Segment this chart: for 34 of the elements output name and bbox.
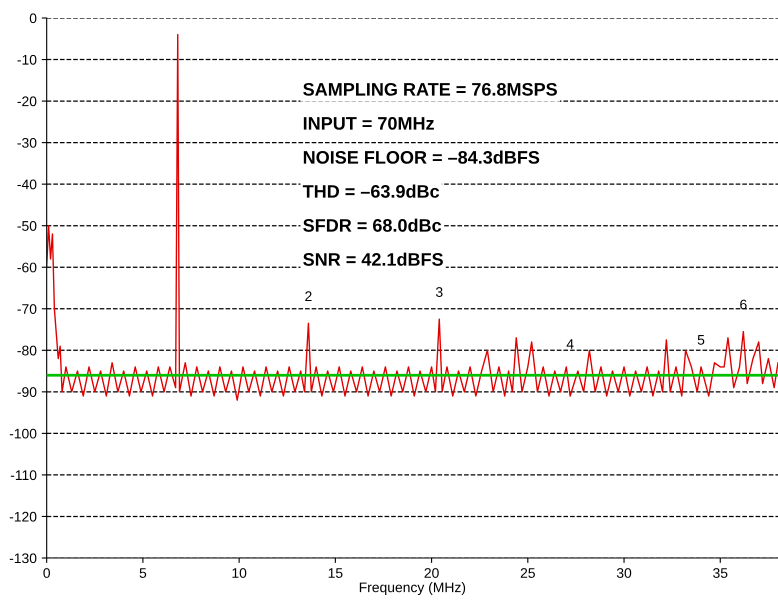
y-tick-label: -30 bbox=[18, 138, 36, 148]
y-tick-label: -120 bbox=[10, 512, 36, 522]
x-tick-label: 5 bbox=[140, 568, 146, 578]
x-tick-label: 25 bbox=[520, 568, 535, 578]
y-tick-label: -50 bbox=[18, 221, 36, 231]
x-tick-label: 15 bbox=[328, 568, 342, 578]
annotation: THD = –63.9dBc bbox=[302, 184, 440, 198]
y-tick-label: -70 bbox=[18, 304, 36, 314]
annotation: NOISE FLOOR = –84.3dBFS bbox=[304, 150, 540, 164]
x-axis-title: Frequency (MHz) bbox=[360, 582, 466, 596]
y-tick-label: -90 bbox=[18, 387, 36, 398]
annotation: SFDR = 68.0dBc bbox=[303, 218, 442, 232]
y-tick-label: 0 bbox=[30, 13, 36, 24]
x-tick-label: 10 bbox=[232, 568, 246, 578]
annotation: SAMPLING RATE = 76.8MSPS bbox=[303, 82, 557, 96]
y-tick-label: -40 bbox=[18, 179, 36, 190]
y-tick-label: -100 bbox=[10, 428, 36, 439]
x-tick-label: 0 bbox=[43, 568, 50, 578]
annotation: 3 bbox=[436, 287, 443, 297]
annotation: 5 bbox=[698, 335, 704, 345]
annotation: 4 bbox=[566, 339, 574, 349]
x-tick-label: 30 bbox=[616, 568, 632, 578]
line-series bbox=[46, 34, 778, 401]
x-tick-label: 35 bbox=[713, 568, 728, 578]
annotation: SNR = 42.1dBFS bbox=[303, 252, 443, 266]
y-tick-label: -60 bbox=[18, 262, 36, 272]
annotation: 2 bbox=[305, 291, 312, 301]
y-tick-label: -110 bbox=[10, 470, 36, 480]
x-tick-label: 20 bbox=[424, 568, 439, 578]
y-tick-label: -80 bbox=[18, 346, 36, 356]
y-tick-label: -10 bbox=[18, 54, 36, 65]
y-tick-label: -130 bbox=[10, 553, 36, 564]
annotation: INPUT = 70MHz bbox=[304, 116, 434, 130]
y-tick-label: -20 bbox=[18, 96, 36, 106]
